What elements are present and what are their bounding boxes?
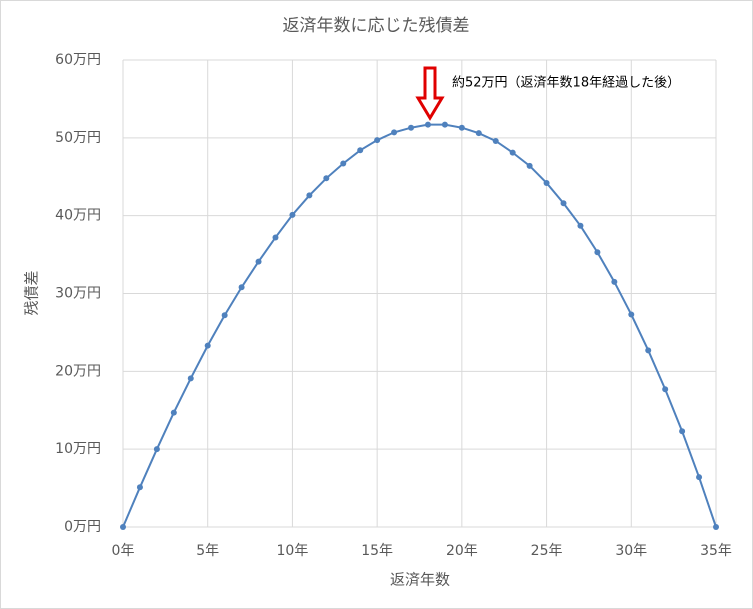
data-point [645, 347, 652, 354]
x-axis-label: 返済年数 [390, 571, 450, 589]
data-point [713, 524, 719, 530]
data-point [120, 524, 126, 530]
y-tick-label: 40万円 [55, 208, 101, 224]
data-point [577, 222, 584, 229]
x-tick-label: 20年 [446, 543, 478, 559]
y-tick-label: 20万円 [55, 363, 101, 379]
data-line [122, 123, 717, 528]
x-tick-label: 30年 [615, 543, 647, 559]
data-point [374, 137, 381, 144]
data-point [594, 249, 601, 256]
data-point [526, 162, 533, 169]
data-point [323, 175, 330, 182]
data-point [255, 258, 262, 265]
data-point [136, 484, 143, 491]
data-point [391, 129, 398, 136]
data-point [441, 121, 448, 128]
arrow [415, 66, 445, 121]
data-point [221, 312, 228, 319]
data-point [509, 149, 516, 156]
data-point [628, 311, 635, 318]
x-tick-label: 35年 [700, 543, 732, 559]
data-point [543, 179, 550, 186]
data-point [679, 428, 686, 435]
annotation: 約52万円（返済年数18年経過した後） [452, 75, 680, 91]
x-tick-label: 15年 [361, 543, 393, 559]
data-point [170, 409, 177, 416]
data-point [272, 234, 279, 241]
chart-title: 返済年数に応じた残債差 [283, 16, 470, 36]
y-tick-label: 60万円 [55, 52, 101, 68]
data-point [492, 137, 499, 144]
data-point [424, 121, 431, 128]
data-point [238, 284, 245, 291]
x-tick-label: 10年 [277, 543, 309, 559]
y-tick-label: 10万円 [55, 441, 101, 457]
data-point [408, 124, 415, 131]
data-point [204, 342, 211, 349]
data-point [187, 375, 194, 382]
data-point [340, 160, 347, 167]
data-point [458, 124, 465, 131]
y-tick-label: 50万円 [55, 130, 101, 146]
y-tick-label: 30万円 [55, 286, 101, 302]
data-point [153, 446, 160, 453]
x-tick-label: 0年 [112, 543, 135, 559]
data-point [289, 211, 296, 218]
data-point [357, 147, 364, 154]
data-point [696, 474, 703, 481]
x-tick-label: 5年 [196, 543, 219, 559]
y-axis-label: 残債差 [23, 270, 41, 315]
data-point [611, 278, 618, 285]
data-point [560, 200, 567, 207]
data-point [306, 192, 313, 199]
x-tick-label: 25年 [531, 543, 563, 559]
data-point [662, 386, 669, 393]
y-tick-label: 0万円 [64, 519, 101, 535]
data-point [475, 130, 482, 137]
